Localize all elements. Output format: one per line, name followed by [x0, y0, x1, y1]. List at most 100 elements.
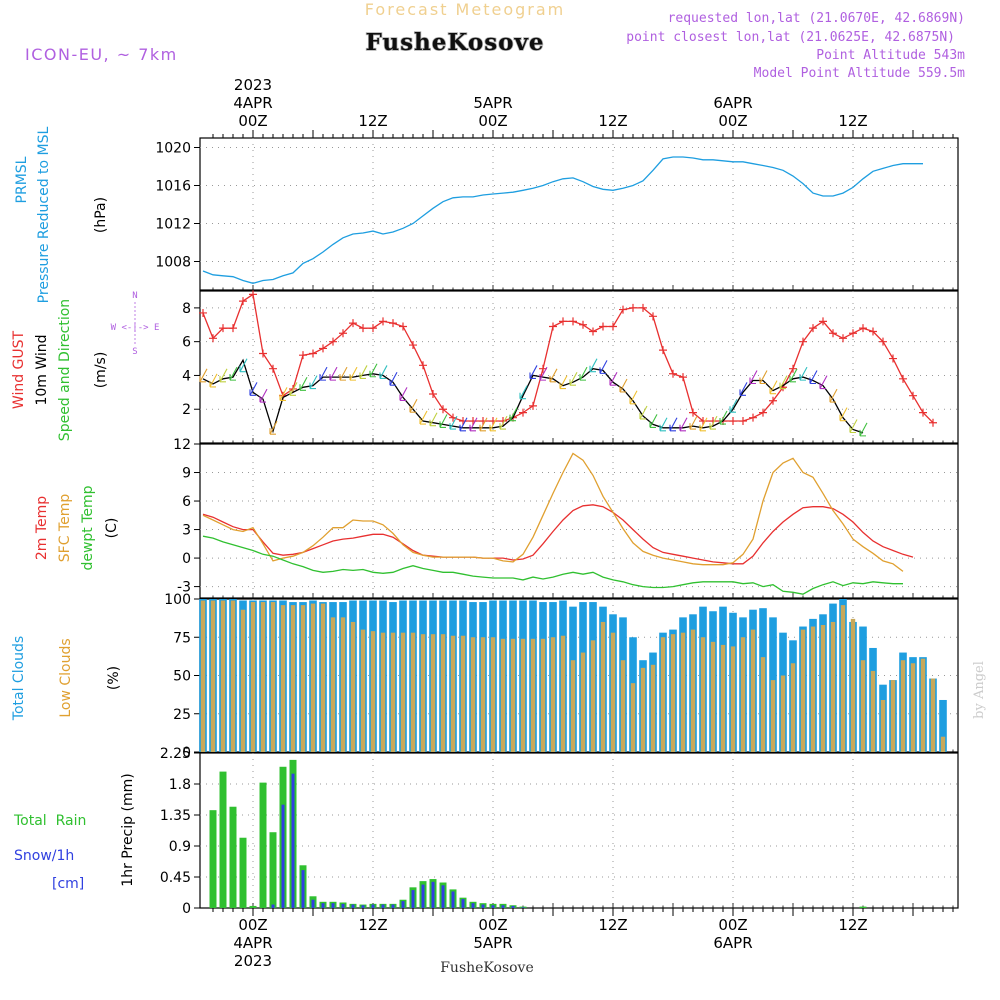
top-title: Forecast Meteogram: [365, 0, 565, 19]
low-cloud-bar: [920, 658, 926, 752]
wind-arrow: [679, 417, 688, 432]
wind-arrow: [769, 380, 778, 395]
wind-arrow: [389, 371, 398, 386]
wind-arrow: [749, 370, 758, 385]
low-cloud-bar: [690, 629, 696, 752]
low-cloud-bar: [550, 637, 556, 752]
gust-marker: [909, 391, 917, 400]
low-cloud-bar: [480, 637, 486, 752]
wind-arrow: [209, 373, 218, 388]
svg-text:S: S: [132, 347, 137, 357]
wind-arrow: [499, 415, 508, 430]
gust-marker: [609, 322, 617, 331]
low-cloud-bar: [380, 632, 386, 752]
wind-arrow: [719, 410, 728, 425]
pressure-ytick-label: 1012: [155, 217, 191, 233]
gust-marker: [849, 329, 857, 338]
gust-marker: [839, 334, 847, 343]
wind-arrow: [559, 375, 568, 390]
low-cloud-bar: [900, 660, 906, 752]
snow-bar: [441, 885, 445, 908]
model-label: ICON-EU, ~ 7km: [25, 45, 178, 64]
low-cloud-bar: [470, 637, 476, 752]
temp-sfc-label: SFC Temp: [57, 494, 73, 563]
low-cloud-bar: [650, 664, 656, 752]
wind-arrow: [809, 370, 818, 385]
gust-marker: [519, 408, 527, 417]
wind-arrow: [259, 388, 268, 403]
low-cloud-bar: [310, 603, 316, 752]
wind-arrow: [759, 370, 768, 385]
temperature-panel: -3 0 3 6 9 12: [173, 437, 959, 599]
low-cloud-bar: [860, 660, 866, 752]
low-cloud-bar: [530, 638, 536, 752]
temperature-2m-temp-line: [202, 504, 914, 565]
bottom-time-label: 12Z: [838, 916, 867, 934]
low-cloud-bar: [730, 646, 736, 752]
gust-marker: [229, 324, 237, 333]
clouds-ytick-label: 0: [182, 745, 191, 761]
snow-bar: [491, 905, 495, 908]
bottom-time-label: 00Z: [718, 916, 747, 934]
gust-marker: [829, 329, 837, 338]
wind-10m-wind-line: [202, 358, 864, 434]
low-cloud-bar: [680, 632, 686, 752]
low-cloud-bar: [940, 736, 946, 752]
gust-marker: [649, 312, 657, 321]
wind-arrow: [739, 382, 748, 396]
wind-arrow: [379, 365, 388, 379]
gust-marker: [219, 324, 227, 333]
wind-ytick-label: 4: [182, 368, 191, 384]
wind-arrow: [509, 407, 518, 422]
gust-marker: [269, 364, 277, 373]
low-cloud-bar: [610, 632, 616, 752]
wind-arrow: [829, 388, 838, 403]
bottom-time-label: 2023: [234, 952, 272, 970]
gust-marker: [349, 319, 357, 328]
precipitation-frame: [199, 752, 959, 909]
snow-bar: [471, 903, 475, 908]
gust-marker: [659, 346, 667, 355]
gust-marker: [789, 364, 797, 373]
low-cloud-bar: [850, 618, 856, 752]
wind-arrow: [279, 387, 288, 401]
low-cloud-bar: [720, 644, 726, 752]
precipitation-panel: 0 0.45 0.9 1.35 1.8 2.25: [160, 746, 959, 917]
bottom-time-label: 12Z: [598, 916, 627, 934]
wind-arrow: [319, 366, 328, 381]
top-time-label: 00Z: [238, 112, 267, 130]
low-cloud-bar: [340, 617, 346, 752]
low-cloud-bar: [410, 632, 416, 752]
top-time-label: 5APR: [473, 94, 512, 112]
wind-arrow: [399, 387, 408, 401]
temp-2m-label: 2m Temp: [34, 496, 50, 560]
wind-unit: (m/s): [93, 352, 109, 389]
wind-arrow: [649, 414, 658, 428]
low-cloud-bar: [450, 635, 456, 752]
snow-bar: [481, 904, 485, 908]
rain-bar: [229, 806, 237, 908]
pressure-ytick-label: 1020: [155, 141, 191, 157]
gust-marker: [299, 351, 307, 360]
gust-marker: [419, 361, 427, 370]
temperature-ytick-label: 9: [182, 466, 191, 482]
bottom-time-label: 4APR: [233, 934, 272, 952]
svg-text:N: N: [132, 291, 137, 301]
temperature-ytick-label: -3: [177, 580, 191, 596]
clouds-unit: (%): [106, 666, 122, 690]
low-cloud-bar: [350, 621, 356, 752]
snow-bar: [311, 899, 315, 908]
snow-bar: [431, 881, 435, 908]
precipitation-ytick-label: 2.25: [160, 746, 191, 762]
wind-arrow: [779, 375, 788, 390]
low-cloud-bar: [500, 638, 506, 752]
low-cloud-bar: [580, 652, 586, 752]
pressure-unit: (hPa): [93, 197, 109, 233]
low-cloud-bar: [540, 638, 546, 752]
gust-marker: [359, 324, 367, 333]
wind-arrow: [799, 366, 808, 381]
snow-bar: [321, 903, 325, 908]
gust-marker: [859, 324, 867, 333]
low-cloud-bar: [460, 635, 466, 752]
low-cloud-bar: [660, 637, 666, 752]
